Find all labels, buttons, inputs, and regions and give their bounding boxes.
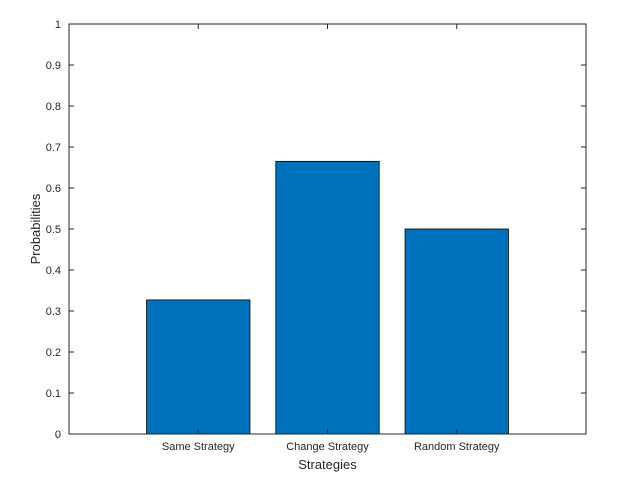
y-tick-label: 0.3	[46, 306, 61, 318]
x-axis-label: Strategies	[298, 457, 357, 472]
x-tick-label: Same Strategy	[162, 441, 235, 453]
bar	[275, 160, 380, 435]
y-tick-label: 0.7	[46, 142, 61, 154]
y-tick-label: 1	[55, 19, 61, 31]
y-tick-label: 0.4	[46, 265, 61, 277]
y-tick-label: 0.2	[46, 347, 61, 359]
x-tick-label: Change Strategy	[286, 441, 369, 453]
bars-layer	[146, 160, 509, 435]
x-tick-label: Random Strategy	[414, 441, 500, 453]
y-tick-label: 0.9	[46, 60, 61, 72]
y-tick-label: 0.1	[46, 388, 61, 400]
y-tick-label: 0.8	[46, 101, 61, 113]
bar	[146, 299, 251, 435]
y-tick-label: 0.5	[46, 224, 61, 236]
labels-layer: Same Strategy Change Strategy Random Strat…	[46, 19, 500, 453]
y-tick-label: 0.6	[46, 183, 61, 195]
bar	[404, 228, 509, 435]
y-tick-label: 0	[55, 429, 61, 441]
y-axis-label: Probabilities	[28, 193, 43, 264]
ticks-layer	[69, 23, 586, 435]
